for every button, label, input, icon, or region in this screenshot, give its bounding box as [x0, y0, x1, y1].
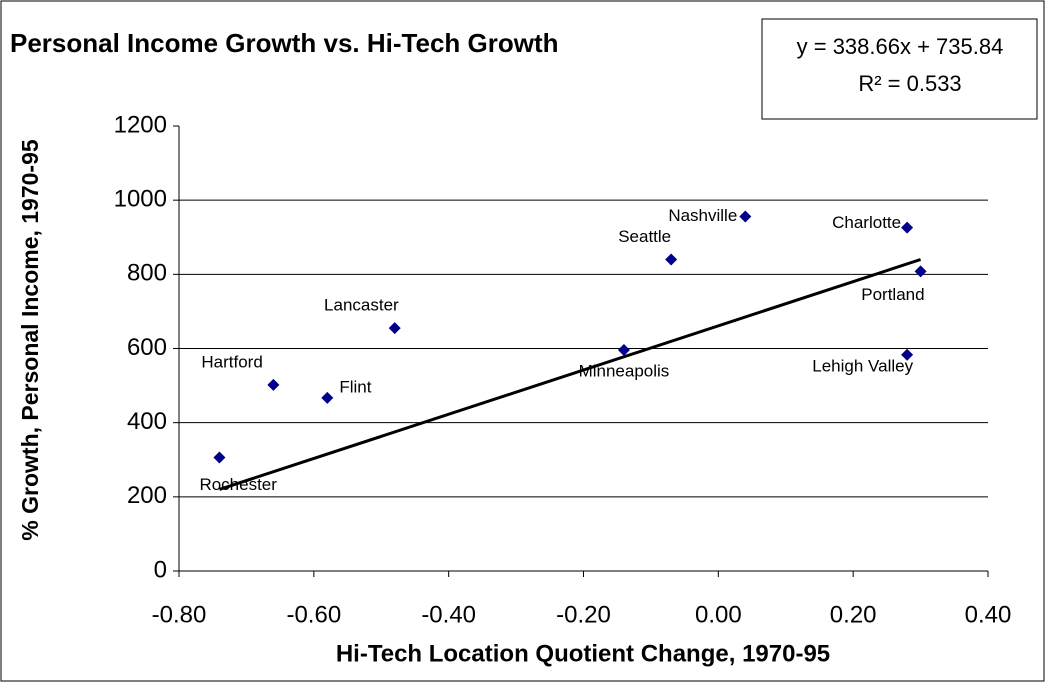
y-tick-label: 200: [127, 482, 167, 509]
point: [388, 322, 401, 335]
point-label: Minneapolis: [579, 361, 670, 380]
point-label: Rochester: [199, 475, 277, 494]
trendline: [218, 258, 922, 491]
y-tick-label: 1200: [114, 111, 167, 138]
x-tick-label: -0.60: [286, 601, 341, 628]
point: [665, 253, 678, 266]
x-tick-label: 0.00: [695, 601, 742, 628]
point: [901, 348, 914, 361]
point-label: Hartford: [201, 352, 262, 371]
x-tick-label: 0.20: [830, 601, 877, 628]
point-label: Nashville: [668, 206, 737, 225]
y-tick-label: 400: [127, 408, 167, 435]
point: [739, 210, 752, 223]
point-label: Seattle: [618, 227, 671, 246]
point: [321, 391, 334, 404]
x-tick-label: -0.80: [152, 601, 207, 628]
y-tick-label: 0: [154, 556, 167, 583]
equation: y = 338.66x + 735.84: [797, 34, 1004, 59]
point-label: Portland: [861, 285, 924, 304]
x-tick-label: -0.40: [421, 601, 476, 628]
r-squared: R² = 0.533: [858, 71, 961, 96]
point-label: Lancaster: [324, 296, 399, 315]
y-tick-label: 600: [127, 334, 167, 361]
x-axis-title: Hi-Tech Location Quotient Change, 1970-9…: [336, 640, 830, 667]
point-label: Lehigh Valley: [812, 356, 913, 375]
point-label: Charlotte: [832, 213, 901, 232]
equation-box: [761, 18, 1038, 120]
point: [914, 265, 927, 278]
chart-title: Personal Income Growth vs. Hi-Tech Growt…: [10, 28, 559, 58]
y-tick-label: 800: [127, 260, 167, 287]
point: [617, 343, 630, 356]
y-tick-label: 1000: [114, 186, 167, 213]
point: [901, 221, 914, 234]
point: [213, 451, 226, 464]
x-tick-label: -0.20: [556, 601, 611, 628]
point: [267, 378, 280, 391]
y-axis-title: % Growth, Personal Income, 1970-95: [17, 139, 43, 541]
point-label: Flint: [339, 377, 371, 396]
x-tick-label: 0.40: [965, 601, 1012, 628]
